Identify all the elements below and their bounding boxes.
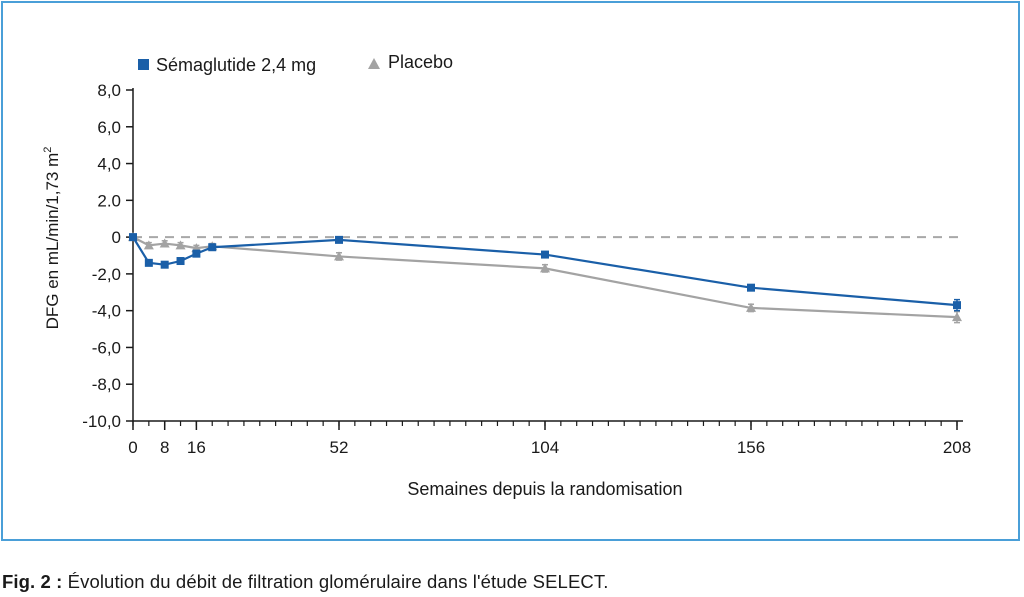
y-tick-label: -2,0 [92, 265, 121, 284]
y-axis-label-text: DFG en mL/min/1,73 m [43, 153, 62, 330]
semaglutide-point [192, 249, 201, 258]
y-tick-label: 2.0 [97, 191, 121, 210]
legend-label-placebo: Placebo [388, 52, 453, 72]
figure-caption: Fig. 2 : Évolution du débit de filtratio… [2, 571, 608, 593]
y-axis: 8,0 6,0 4,0 2.0 0 -2,0 -4,0 -6,0 -8,0 -10,0 [82, 81, 134, 431]
legend: Sémaglutide 2,4 mg Placebo [138, 52, 453, 75]
semaglutide-point [541, 250, 549, 259]
y-tick-label: -6,0 [92, 338, 121, 357]
x-tick-label: 52 [330, 438, 349, 457]
y-tick-label: -10,0 [82, 412, 121, 431]
y-tick-label: 4,0 [97, 155, 121, 174]
x-tick-label: 16 [187, 438, 206, 457]
caption-text: Évolution du débit de filtration gloméru… [62, 571, 609, 592]
semaglutide-point [747, 283, 755, 292]
semaglutide-line [132, 236, 958, 307]
caption-label: Fig. 2 : [2, 571, 63, 592]
placebo-point [540, 263, 550, 273]
x-tick-label: 0 [128, 438, 137, 457]
semaglutide-point [953, 301, 961, 310]
placebo-point [143, 240, 154, 250]
x-tick-label: 8 [160, 438, 169, 457]
series-layer [128, 232, 962, 324]
x-axis-label: Semaines depuis la randomisation [407, 479, 682, 499]
x-tick-label: 104 [531, 438, 559, 457]
y-tick-label: -8,0 [92, 375, 121, 394]
semaglutide-point [144, 258, 153, 267]
line-chart: 8,0 6,0 4,0 2.0 0 -2,0 -4,0 -6,0 -8,0 -10,0 0 8 16 5… [42, 52, 971, 499]
semaglutide-point [160, 260, 169, 269]
placebo-point [159, 238, 170, 248]
y-tick-label: 8,0 [97, 81, 121, 100]
y-tick-label: 6,0 [97, 118, 121, 137]
x-tick-label: 156 [737, 438, 765, 457]
y-axis-label-superscript: 2 [42, 147, 54, 153]
semaglutide-series [129, 233, 961, 312]
legend-marker-semaglutide [138, 59, 149, 70]
x-tick-label: 208 [943, 438, 971, 457]
legend-marker-placebo [368, 58, 380, 69]
semaglutide-point [208, 243, 217, 252]
placebo-point [952, 312, 962, 322]
placebo-line [132, 236, 958, 319]
x-axis: 0 8 16 52 104 156 208 [128, 420, 971, 457]
legend-label-semaglutide: Sémaglutide 2,4 mg [156, 55, 316, 75]
figure-frame [1, 1, 1020, 541]
y-axis-label: DFG en mL/min/1,73 m2 [42, 147, 62, 330]
y-tick-label: -4,0 [92, 302, 121, 321]
placebo-point [746, 302, 756, 312]
y-tick-label: 0 [112, 228, 121, 247]
placebo-point [334, 251, 344, 261]
semaglutide-point [335, 235, 343, 244]
placebo-point [175, 240, 186, 250]
semaglutide-point [129, 233, 137, 242]
semaglutide-point [176, 257, 185, 266]
